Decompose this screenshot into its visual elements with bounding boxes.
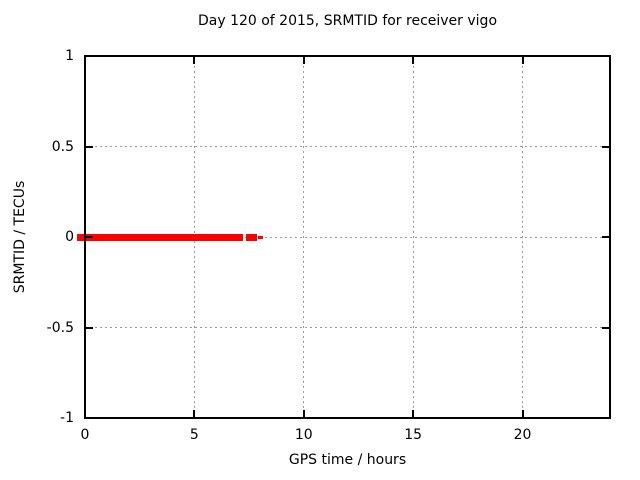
y-tick-label: 1 [65, 48, 74, 64]
y-tick-mark [602, 236, 610, 238]
y-tick-mark [602, 326, 610, 329]
y-tick-label: 0.5 [51, 138, 74, 155]
x-tick-mark [521, 410, 524, 418]
plot-area [77, 55, 611, 419]
x-tick-label: 0 [80, 427, 90, 443]
data-segment [77, 233, 243, 241]
x-tick-label: 5 [189, 427, 199, 443]
y-gridline [85, 146, 610, 147]
y-tick-label: 0 [65, 229, 74, 245]
x-tick-mark [84, 56, 86, 64]
x-tick-mark [302, 56, 305, 64]
x-tick-mark [521, 56, 524, 64]
data-segment [257, 235, 264, 239]
y-tick-mark [85, 326, 93, 329]
x-tick-mark [193, 410, 196, 418]
y-tick-mark [602, 417, 610, 419]
y-tick-label: -0.5 [46, 319, 74, 336]
x-tick-label: 15 [404, 427, 423, 443]
y-gridline [85, 236, 610, 238]
data-segment [245, 233, 257, 241]
x-tick-mark [193, 56, 196, 64]
y-gridline [85, 327, 610, 328]
y-tick-label: -1 [60, 410, 74, 426]
x-tick-mark [412, 410, 415, 418]
x-tick-mark [302, 410, 305, 418]
x-axis-label: GPS time / hours [288, 452, 407, 468]
y-tick-mark [85, 417, 93, 419]
y-tick-mark [85, 145, 93, 148]
y-tick-mark [602, 55, 610, 57]
y-tick-mark [85, 55, 93, 57]
x-tick-label: 20 [513, 427, 532, 443]
chart-title: Day 120 of 2015, SRMTID for receiver vig… [197, 13, 498, 29]
x-tick-label: 10 [294, 427, 313, 443]
x-tick-mark [412, 56, 415, 64]
y-tick-mark [85, 236, 93, 238]
y-tick-mark [602, 145, 610, 148]
